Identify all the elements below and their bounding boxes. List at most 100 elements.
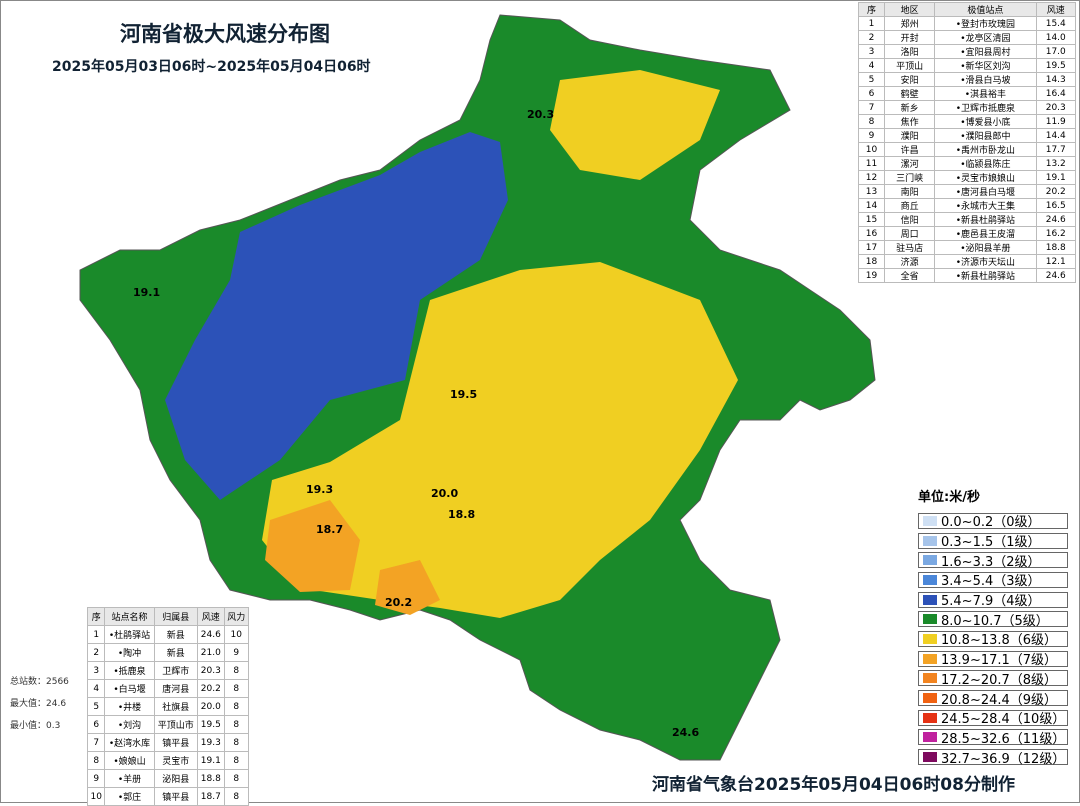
- cell: 20.2: [1035, 184, 1077, 199]
- cell: •龙亭区清园: [934, 30, 1037, 45]
- cell: 20.3: [197, 661, 225, 680]
- map-label: 18.7: [316, 523, 343, 536]
- legend-item: 17.2~20.7（8级）: [918, 669, 1068, 689]
- legend-label: 5.4~7.9（4级）: [941, 594, 1041, 610]
- row: 13 南阳 •唐河县白马堰 20.2: [858, 184, 1077, 199]
- cell: 8: [223, 661, 250, 680]
- cell: 安阳: [883, 72, 936, 87]
- cell: 9: [86, 769, 106, 788]
- row: 4 •白马堰 唐河县 20.2 8: [86, 679, 250, 698]
- header-row: 序站点名称 归属县 风速 风力: [86, 607, 250, 626]
- cell: 5: [858, 72, 885, 87]
- legend-label: 1.6~3.3（2级）: [941, 554, 1041, 570]
- city-table: 序地区 极值站点 风速 1 郑州 •登封市玫瑰园 15.4 2 开封 •龙亭区清园 14.0 3 洛阳 •…: [858, 2, 1077, 283]
- header-cell: 极值站点: [934, 2, 1037, 17]
- legend-color: [923, 574, 937, 585]
- map-label: 20.2: [385, 596, 412, 609]
- legend-color: [923, 535, 937, 546]
- cell: 唐河县: [153, 679, 199, 698]
- cell: 8: [858, 114, 885, 129]
- cell: 焦作: [883, 114, 936, 129]
- cell: 18.8: [1035, 240, 1077, 255]
- row: 12 三门峡 •灵宝市娘娘山 19.1: [858, 170, 1077, 185]
- legend-item: 8.0~10.7（5级）: [918, 609, 1068, 629]
- cell: 漯河: [883, 156, 936, 171]
- row: 10 许昌 •禹州市卧龙山 17.7: [858, 142, 1077, 157]
- cell: •新华区刘沟: [934, 58, 1037, 73]
- cell: 7: [858, 100, 885, 115]
- stat: 最小值：0.3: [10, 721, 61, 731]
- map-label: 20.3: [527, 108, 554, 121]
- cell: 郑州: [883, 16, 936, 31]
- legend-item: 32.7~36.9（12级）: [918, 747, 1068, 767]
- row: 16 周口 •鹿邑县王皮溜 16.2: [858, 226, 1077, 241]
- legend-color: [923, 732, 937, 743]
- orange-zone: [265, 500, 360, 592]
- legend-label: 17.2~20.7（8级）: [941, 672, 1058, 688]
- cell: 14.3: [1035, 72, 1077, 87]
- map-label: 20.0: [431, 487, 458, 500]
- cell: 17.7: [1035, 142, 1077, 157]
- cell: •卫辉市抵鹿泉: [934, 100, 1037, 115]
- header-cell: 风力: [223, 607, 250, 626]
- legend-item: 28.5~32.6（11级）: [918, 728, 1068, 748]
- legend-swatch: 28.5~32.6（11级）: [918, 729, 1068, 747]
- cell: •娘娘山: [104, 751, 155, 770]
- legend-swatch: 3.4~5.4（3级）: [918, 571, 1068, 589]
- legend-color: [923, 752, 937, 763]
- subtitle: 2025年05月03日06时~2025年05月04日06时: [52, 59, 371, 75]
- cell: 卫辉市: [153, 661, 199, 680]
- legend-label: 13.9~17.1（7级）: [941, 653, 1058, 669]
- cell: •杜鹃驿站: [104, 625, 155, 644]
- cell: 16.4: [1035, 86, 1077, 101]
- row: 5 安阳 •滑县白马坡 14.3: [858, 72, 1077, 87]
- legend-swatch: 20.8~24.4（9级）: [918, 690, 1068, 708]
- legend-swatch: 8.0~10.7（5级）: [918, 611, 1068, 629]
- legend-color: [923, 693, 937, 704]
- cell: 13.2: [1035, 156, 1077, 171]
- cell: 9: [223, 643, 250, 662]
- legend-item: 20.8~24.4（9级）: [918, 688, 1068, 708]
- cell: •羊册: [104, 769, 155, 788]
- cell: 三门峡: [883, 170, 936, 185]
- cell: 周口: [883, 226, 936, 241]
- cell: 8: [223, 751, 250, 770]
- cell: 12.1: [1035, 254, 1077, 269]
- row: 7 新乡 •卫辉市抵鹿泉 20.3: [858, 100, 1077, 115]
- legend-item: 13.9~17.1（7级）: [918, 649, 1068, 669]
- legend-item: 10.8~13.8（6级）: [918, 629, 1068, 649]
- map-label: 24.6: [672, 726, 699, 739]
- legend-color: [923, 614, 937, 625]
- cell: 南阳: [883, 184, 936, 199]
- legend-label: 28.5~32.6（11级）: [941, 731, 1066, 747]
- legend-item: 1.6~3.3（2级）: [918, 550, 1068, 570]
- cell: •济源市天坛山: [934, 254, 1037, 269]
- legend-swatch: 1.6~3.3（2级）: [918, 552, 1068, 570]
- yellow-zone: [550, 70, 720, 180]
- row: 6 •刘沟 平顶山市 19.5 8: [86, 715, 250, 734]
- cell: 14.4: [1035, 128, 1077, 143]
- cell: •井楼: [104, 697, 155, 716]
- header-cell: 风速: [1035, 2, 1077, 17]
- cell: •临颍县陈庄: [934, 156, 1037, 171]
- cell: 平顶山: [883, 58, 936, 73]
- legend-swatch: 13.9~17.1（7级）: [918, 650, 1068, 669]
- cell: 18: [858, 254, 885, 269]
- header-cell: 序: [86, 607, 106, 626]
- cell: 24.6: [1035, 212, 1077, 227]
- cell: •博爱县小底: [934, 114, 1037, 129]
- legend: 单位:米/秒 0.0~0.2（0级） 0.3~1.5（1级） 1.6~3.3（2级） 3…: [918, 486, 1068, 767]
- row: 5 •井楼 社旗县 20.0 8: [86, 697, 250, 716]
- cell: 16.5: [1035, 198, 1077, 213]
- cell: •唐河县白马堰: [934, 184, 1037, 199]
- legend-title: 单位:米/秒: [918, 490, 980, 505]
- cell: 镇平县: [153, 733, 199, 752]
- row: 19 全省 •新县杜鹃驿站 24.6: [858, 268, 1077, 283]
- cell: •淇县裕丰: [934, 86, 1037, 101]
- legend-color: [923, 515, 937, 526]
- cell: 鹤壁: [883, 86, 936, 101]
- stat: 总站数：2566: [10, 677, 69, 687]
- cell: 5: [86, 697, 106, 716]
